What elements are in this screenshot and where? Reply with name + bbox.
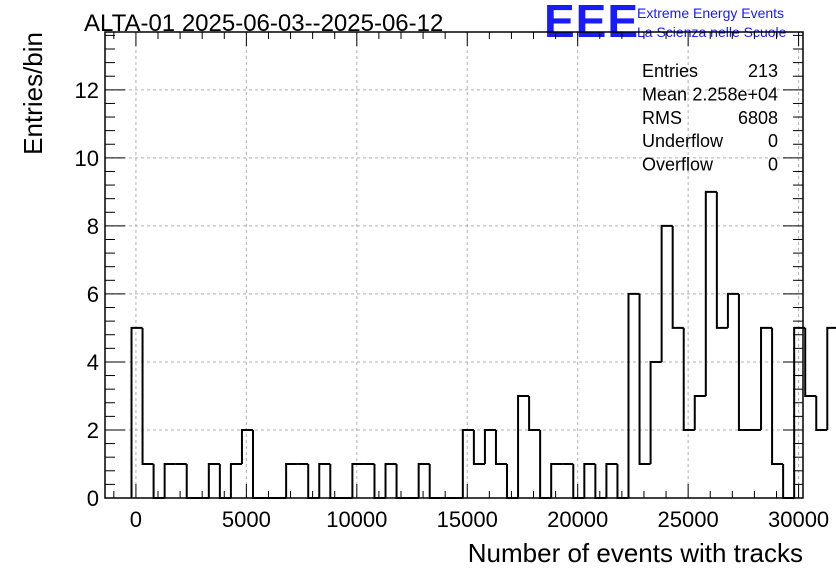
y-tick-label: 12 bbox=[75, 78, 99, 103]
tick-layer bbox=[105, 32, 803, 499]
histogram-bin bbox=[693, 394, 706, 430]
histogram-bin bbox=[804, 327, 817, 397]
y-axis-label: Entries/bin bbox=[18, 32, 48, 155]
stats-value: 0 bbox=[768, 131, 778, 151]
histogram-bin bbox=[152, 463, 165, 499]
histogram-bin bbox=[539, 429, 552, 499]
x-tick-label: 5000 bbox=[222, 507, 271, 532]
histogram-bin bbox=[251, 429, 265, 499]
histogram-bin bbox=[671, 225, 684, 329]
histogram-bin bbox=[528, 395, 541, 431]
histogram-bin bbox=[318, 462, 331, 498]
x-tick-label: 0 bbox=[130, 507, 142, 532]
histogram-bin bbox=[229, 462, 242, 498]
x-tick-label: 30000 bbox=[768, 507, 829, 532]
histogram-bin bbox=[417, 462, 430, 498]
y-tick-label: 4 bbox=[87, 350, 99, 375]
stats-label: Overflow bbox=[642, 155, 714, 175]
y-tick-label: 6 bbox=[87, 282, 99, 307]
histogram-bin bbox=[373, 463, 386, 499]
stats-label: Underflow bbox=[642, 131, 724, 151]
histogram-bin bbox=[638, 293, 651, 465]
stats-value: 6808 bbox=[738, 108, 778, 128]
histogram-bin bbox=[815, 395, 828, 431]
stats-box: Entries 213 Mean 2.258e+04 RMS 6808 Underflow 0… bbox=[642, 61, 778, 175]
tick-label-layer: 0 5000 10000 15000 20000 25000 30000 0 2 4 6 8 10 12 bbox=[75, 78, 830, 532]
stats-value: 0 bbox=[768, 155, 778, 175]
histogram-bin bbox=[494, 429, 508, 465]
y-tick-label: 0 bbox=[87, 486, 99, 511]
histogram-bin bbox=[616, 463, 629, 499]
histogram-bin bbox=[428, 463, 441, 499]
histogram-bin bbox=[649, 360, 662, 464]
x-tick-label: 10000 bbox=[326, 507, 387, 532]
histogram-bin bbox=[240, 428, 253, 464]
histogram-bin bbox=[163, 462, 176, 498]
eee-logo: EEE Extreme Energy Events La Scienza nel… bbox=[544, 0, 834, 46]
y-tick-label: 10 bbox=[75, 146, 99, 171]
x-axis-label: Number of events with tracks bbox=[468, 538, 803, 568]
plot-frame bbox=[104, 31, 804, 499]
histogram-bin bbox=[826, 326, 836, 430]
histogram-bin bbox=[461, 428, 474, 498]
x-tick-label: 15000 bbox=[437, 507, 498, 532]
histogram-bin bbox=[185, 463, 198, 499]
histogram-bin bbox=[207, 462, 220, 498]
x-tick-label: 25000 bbox=[658, 507, 719, 532]
histogram-bin bbox=[472, 429, 485, 465]
histogram-bin bbox=[395, 463, 408, 499]
histogram-bin bbox=[715, 191, 728, 329]
histogram-bin bbox=[760, 326, 773, 430]
histogram-bin bbox=[726, 292, 739, 328]
histogram-bin bbox=[506, 463, 519, 499]
histogram-bin bbox=[660, 224, 673, 362]
histogram-bin bbox=[517, 394, 530, 498]
histogram-bin bbox=[572, 463, 585, 499]
y-tick-label: 8 bbox=[87, 214, 99, 239]
histogram-bin bbox=[351, 462, 364, 498]
histogram-bin bbox=[782, 463, 795, 499]
histogram-bin bbox=[141, 327, 154, 465]
histogram-bin bbox=[594, 463, 607, 499]
histogram-bin bbox=[550, 462, 563, 498]
histogram-bin bbox=[583, 462, 596, 498]
y-tick-label: 2 bbox=[87, 418, 99, 443]
histogram-bin bbox=[682, 327, 695, 431]
histogram-bin bbox=[627, 292, 640, 498]
logo-line-1: Extreme Energy Events bbox=[637, 5, 785, 21]
stats-value: 2.258e+04 bbox=[692, 84, 778, 104]
stats-value: 213 bbox=[748, 61, 778, 81]
histogram-bin bbox=[384, 462, 397, 498]
stats-label: Entries bbox=[642, 61, 698, 81]
histogram-bin bbox=[737, 293, 750, 431]
histogram-bin bbox=[605, 462, 618, 498]
histogram-bin bbox=[329, 463, 342, 499]
histogram-layer bbox=[130, 190, 836, 499]
histogram-bin bbox=[307, 463, 320, 499]
histogram-bin bbox=[793, 326, 806, 498]
histogram-bin bbox=[218, 463, 231, 499]
stats-label: RMS bbox=[642, 108, 682, 128]
histogram-bin bbox=[130, 326, 143, 498]
histogram-bin bbox=[483, 428, 496, 464]
histogram-bin bbox=[704, 190, 717, 396]
x-tick-label: 20000 bbox=[547, 507, 608, 532]
stats-label: Mean bbox=[642, 84, 687, 104]
histogram-bin bbox=[285, 462, 298, 498]
histogram-bin bbox=[771, 327, 784, 465]
